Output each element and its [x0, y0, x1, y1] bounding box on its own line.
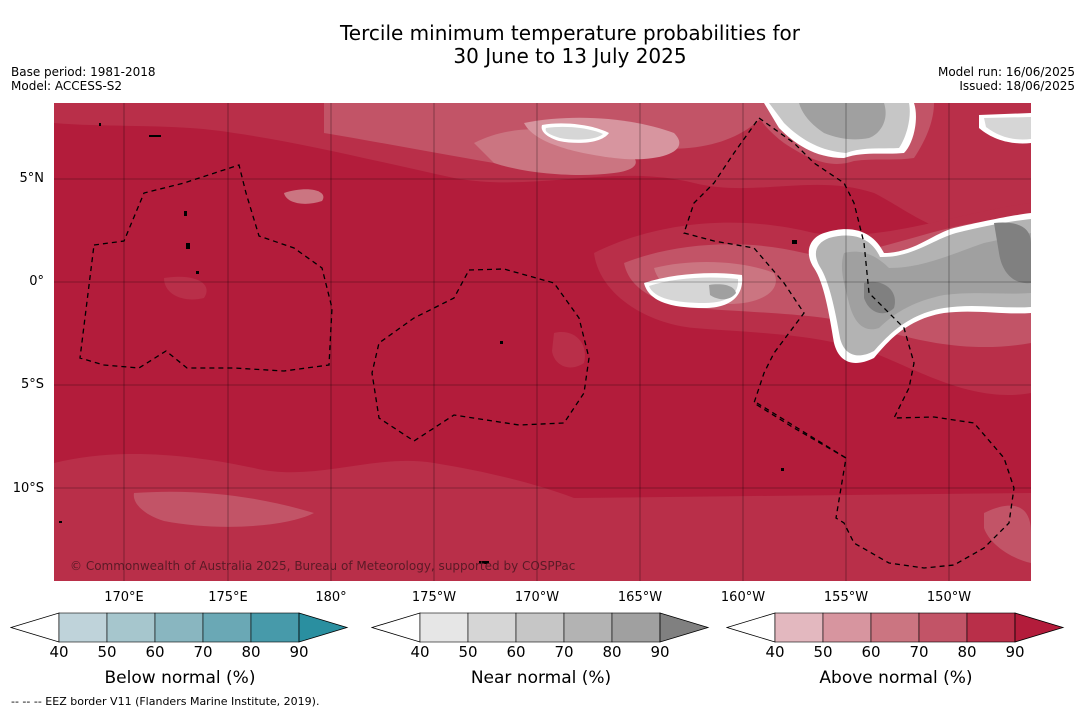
- colorbar-near-segment: [467, 612, 517, 643]
- colorbar-above-segment: [918, 612, 968, 643]
- colorbar-below-normal: [10, 612, 349, 643]
- base-period: Base period: 1981-2018: [11, 65, 156, 79]
- map-canvas: [54, 103, 1031, 581]
- colorbar-near-high-extend: [659, 612, 710, 643]
- cb-below-tick: 90: [289, 643, 309, 661]
- issued-date: Issued: 18/06/2025: [959, 79, 1075, 93]
- region-above-80-south: [54, 453, 1031, 581]
- colorbar-near-segment: [515, 612, 565, 643]
- colorbar-below-segment: [202, 612, 252, 643]
- lat-label-5s: 5°S: [20, 377, 44, 392]
- colorbar-near-normal: [371, 612, 710, 643]
- colorbar-below-segment: [154, 612, 204, 643]
- colorbar-above-title: Above normal (%): [819, 668, 973, 688]
- lon-label-150w: 150°W: [926, 590, 972, 605]
- lat-label-10s: 10°S: [12, 481, 44, 496]
- cb-near-tick: 90: [650, 643, 670, 661]
- colorbar-above-low-extend: [726, 612, 776, 643]
- colorbar-near-segment: [563, 612, 613, 643]
- cb-above-tick: 80: [957, 643, 977, 661]
- cb-near-tick: 60: [506, 643, 526, 661]
- lon-label-175w: 175°W: [411, 590, 457, 605]
- eez-kiribati-phoenix: [371, 268, 590, 442]
- region-near-50-far-ne: [984, 117, 1031, 140]
- lon-label-165w: 165°W: [617, 590, 663, 605]
- copyright-notice: © Commonwealth of Australia 2025, Bureau…: [70, 559, 576, 573]
- colorbar-near-segment: [419, 612, 469, 643]
- colorbar-above-segment: [822, 612, 872, 643]
- cb-near-tick: 50: [458, 643, 478, 661]
- colorbar-above-segment: [870, 612, 920, 643]
- cb-below-tick: 80: [241, 643, 261, 661]
- region-near-max-east-2: [864, 281, 895, 314]
- cb-above-tick: 50: [813, 643, 833, 661]
- lat-label-5n: 5°N: [19, 171, 45, 186]
- cb-below-tick: 60: [145, 643, 165, 661]
- title-line-2: 30 June to 13 July 2025: [453, 44, 687, 68]
- cb-below-tick: 40: [49, 643, 69, 661]
- colorbar-near-low-extend: [371, 612, 421, 643]
- islands: [59, 123, 797, 564]
- colorbar-below-segment: [250, 612, 300, 643]
- colorbar-near-segment: [611, 612, 661, 643]
- region-above-80-west: [164, 276, 207, 300]
- model-run: Model run: 16/06/2025: [937, 65, 1075, 79]
- colorbar-below-title: Below normal (%): [104, 668, 256, 688]
- cb-near-tick: 80: [602, 643, 622, 661]
- cb-above-tick: 60: [861, 643, 881, 661]
- eez-borders: [79, 117, 1015, 569]
- colorbar-above-segment: [774, 612, 824, 643]
- cb-near-tick: 40: [410, 643, 430, 661]
- meta-left: Base period: 1981-2018 Model: ACCESS-S2: [11, 65, 156, 93]
- cb-above-tick: 90: [1005, 643, 1025, 661]
- colorbar-above-normal: [726, 612, 1065, 643]
- map-title: Tercile minimum temperature probabilitie…: [0, 22, 1085, 68]
- cb-above-tick: 40: [765, 643, 785, 661]
- cb-below-tick: 50: [97, 643, 117, 661]
- lon-label-170w: 170°W: [514, 590, 560, 605]
- eez-footnote: -- -- -- EEZ border V11 (Flanders Marine…: [11, 695, 320, 708]
- eez-kiribati-line: [683, 117, 1015, 569]
- title-line-1: Tercile minimum temperature probabilitie…: [339, 21, 801, 45]
- colorbar-below-segment: [58, 612, 108, 643]
- cb-near-tick: 70: [554, 643, 574, 661]
- probability-map: © Commonwealth of Australia 2025, Bureau…: [54, 103, 1031, 581]
- colorbar-below-segment: [106, 612, 156, 643]
- colorbar-below-low-extend: [10, 612, 60, 643]
- colorbar-near-title: Near normal (%): [470, 668, 612, 688]
- lon-label-155w: 155°W: [823, 590, 869, 605]
- region-near-50-north-patch: [545, 126, 603, 140]
- colorbar-above-high-extend: [1014, 612, 1065, 643]
- lon-label-180: 180°: [315, 590, 347, 605]
- region-near-max-east: [994, 222, 1031, 284]
- region-near-90-ne: [799, 103, 886, 140]
- lon-label-160w: 160°W: [720, 590, 766, 605]
- region-above-70-south: [133, 491, 314, 527]
- region-above-70-se: [984, 505, 1031, 563]
- lon-label-175e: 175°E: [208, 590, 248, 605]
- region-near-90-eq-west: [709, 284, 736, 300]
- region-above-80-center: [552, 332, 585, 368]
- colorbar-above-segment: [966, 612, 1016, 643]
- model-name: Model: ACCESS-S2: [11, 79, 123, 93]
- lon-label-170e: 170°E: [104, 590, 144, 605]
- meta-right: Model run: 16/06/2025 Issued: 18/06/2025: [938, 65, 1075, 93]
- colorbar-below-high-extend: [298, 612, 349, 643]
- cb-below-tick: 70: [193, 643, 213, 661]
- cb-above-tick: 70: [909, 643, 929, 661]
- lat-label-0: 0°: [29, 274, 44, 289]
- region-above-60-patch: [284, 189, 324, 204]
